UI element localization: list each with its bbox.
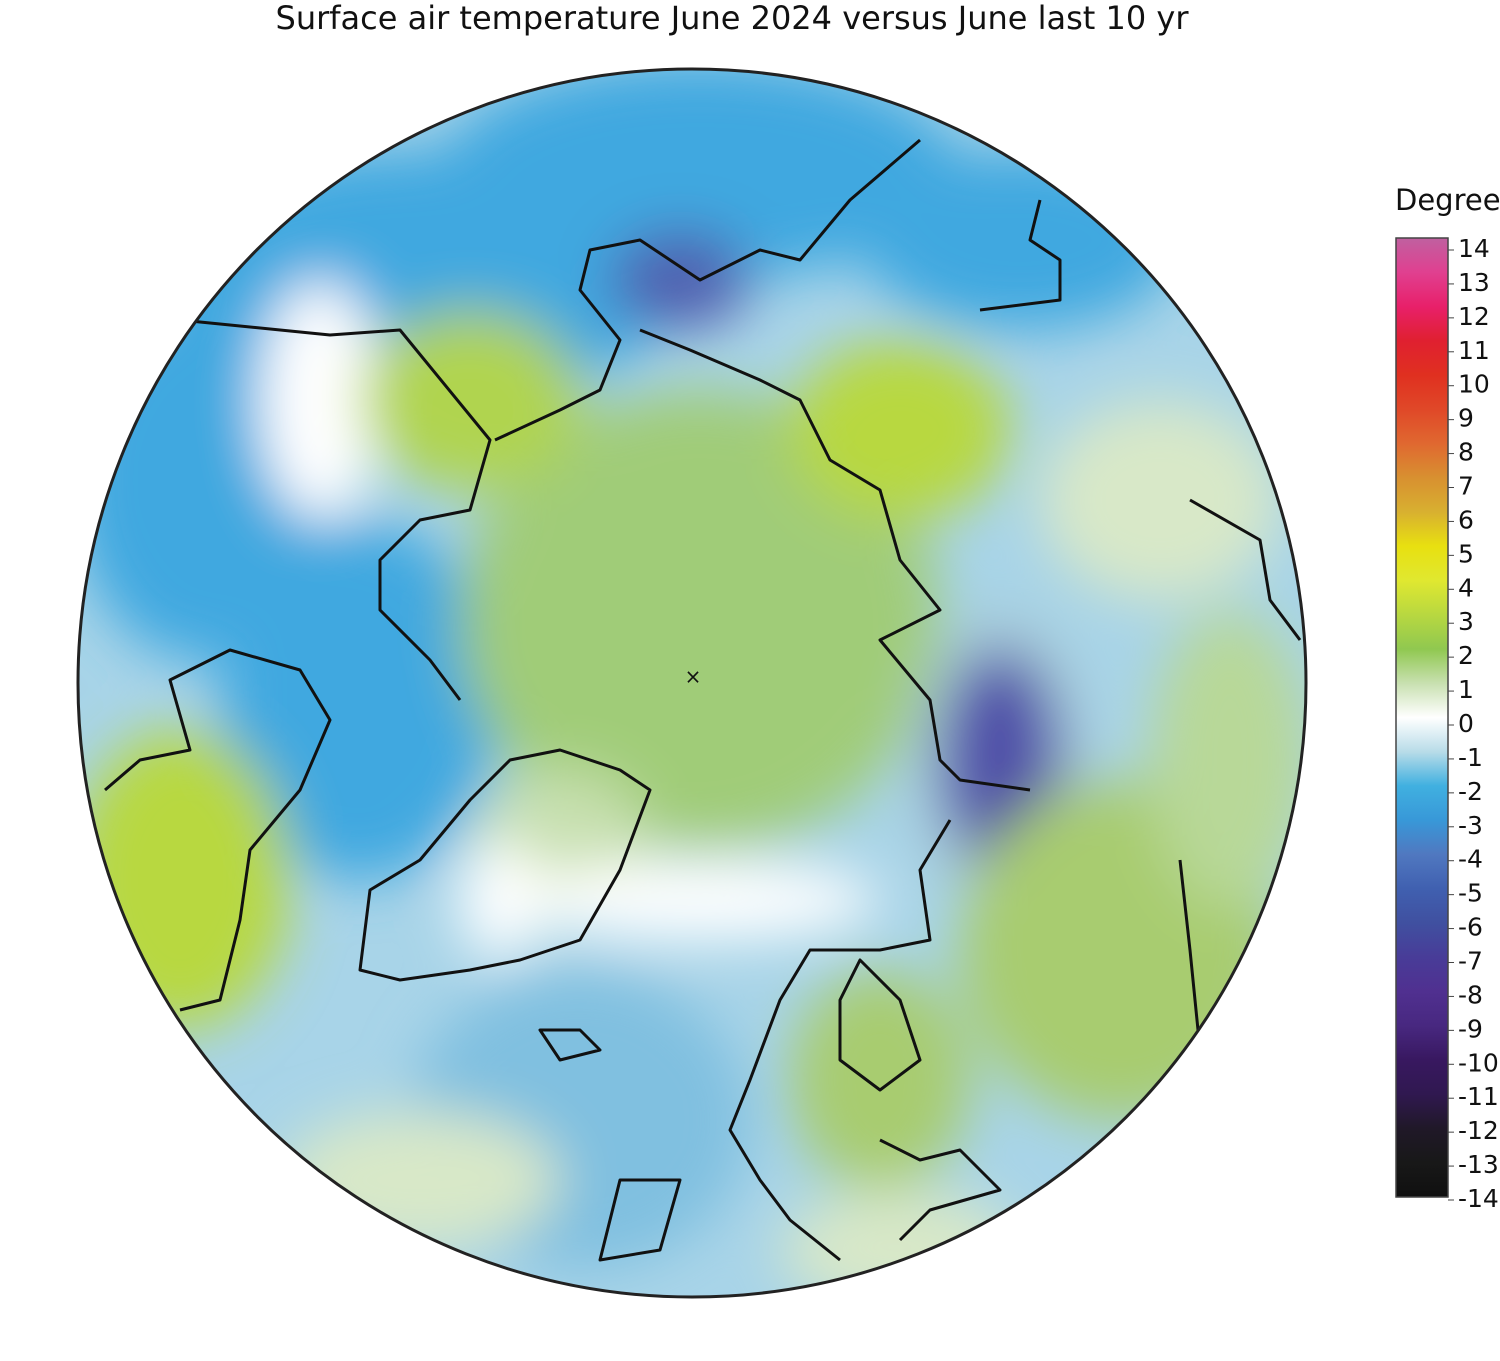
colorbar-tick-label: -1 xyxy=(1458,743,1483,772)
colorbar-tick-label: -11 xyxy=(1458,1082,1499,1111)
colorbar-tick-label: 8 xyxy=(1458,438,1474,467)
colorbar-tick-label: 14 xyxy=(1458,234,1490,263)
colorbar-tick-label: -14 xyxy=(1458,1184,1499,1213)
colorbar-tick-label: -13 xyxy=(1458,1150,1499,1179)
colorbar-tick-label: -10 xyxy=(1458,1048,1499,1077)
colorbar-tick-label: -5 xyxy=(1458,879,1483,908)
colorbar-tick-label: -9 xyxy=(1458,1014,1483,1043)
colorbar xyxy=(1395,237,1449,1198)
map-border xyxy=(76,67,1308,1299)
colorbar-tick-label: 2 xyxy=(1458,641,1474,670)
map-title: Surface air temperature June 2024 versus… xyxy=(276,0,1190,37)
colorbar-tick-label: -8 xyxy=(1458,980,1483,1009)
colorbar-tick-label: 4 xyxy=(1458,573,1474,602)
colorbar-tick-label: 9 xyxy=(1458,404,1474,433)
temperature-map: × xyxy=(78,69,1306,1297)
colorbar-tick-label: 7 xyxy=(1458,472,1474,501)
colorbar-label: Degrees C xyxy=(1395,183,1500,217)
colorbar-tick-label: -12 xyxy=(1458,1116,1499,1145)
colorbar-tick-label: 1 xyxy=(1458,675,1474,704)
colorbar-tick-label: 0 xyxy=(1458,709,1474,738)
colorbar-tick-label: -3 xyxy=(1458,811,1483,840)
colorbar-tick-label: 5 xyxy=(1458,539,1474,568)
colorbar-tick-label: -6 xyxy=(1458,913,1483,942)
colorbar-tick-label: 3 xyxy=(1458,607,1474,636)
colorbar-tick-label: 10 xyxy=(1458,370,1490,399)
colorbar-tick-label: -4 xyxy=(1458,845,1483,874)
colorbar-tick-label: -7 xyxy=(1458,947,1483,976)
colorbar-tick-label: 6 xyxy=(1458,505,1474,534)
colorbar-tick-label: 13 xyxy=(1458,268,1490,297)
colorbar-tick-label: 11 xyxy=(1458,336,1490,365)
colorbar-tick-label: 12 xyxy=(1458,302,1490,331)
pole-marker: × xyxy=(685,665,702,689)
colorbar-tick-label: -2 xyxy=(1458,777,1483,806)
